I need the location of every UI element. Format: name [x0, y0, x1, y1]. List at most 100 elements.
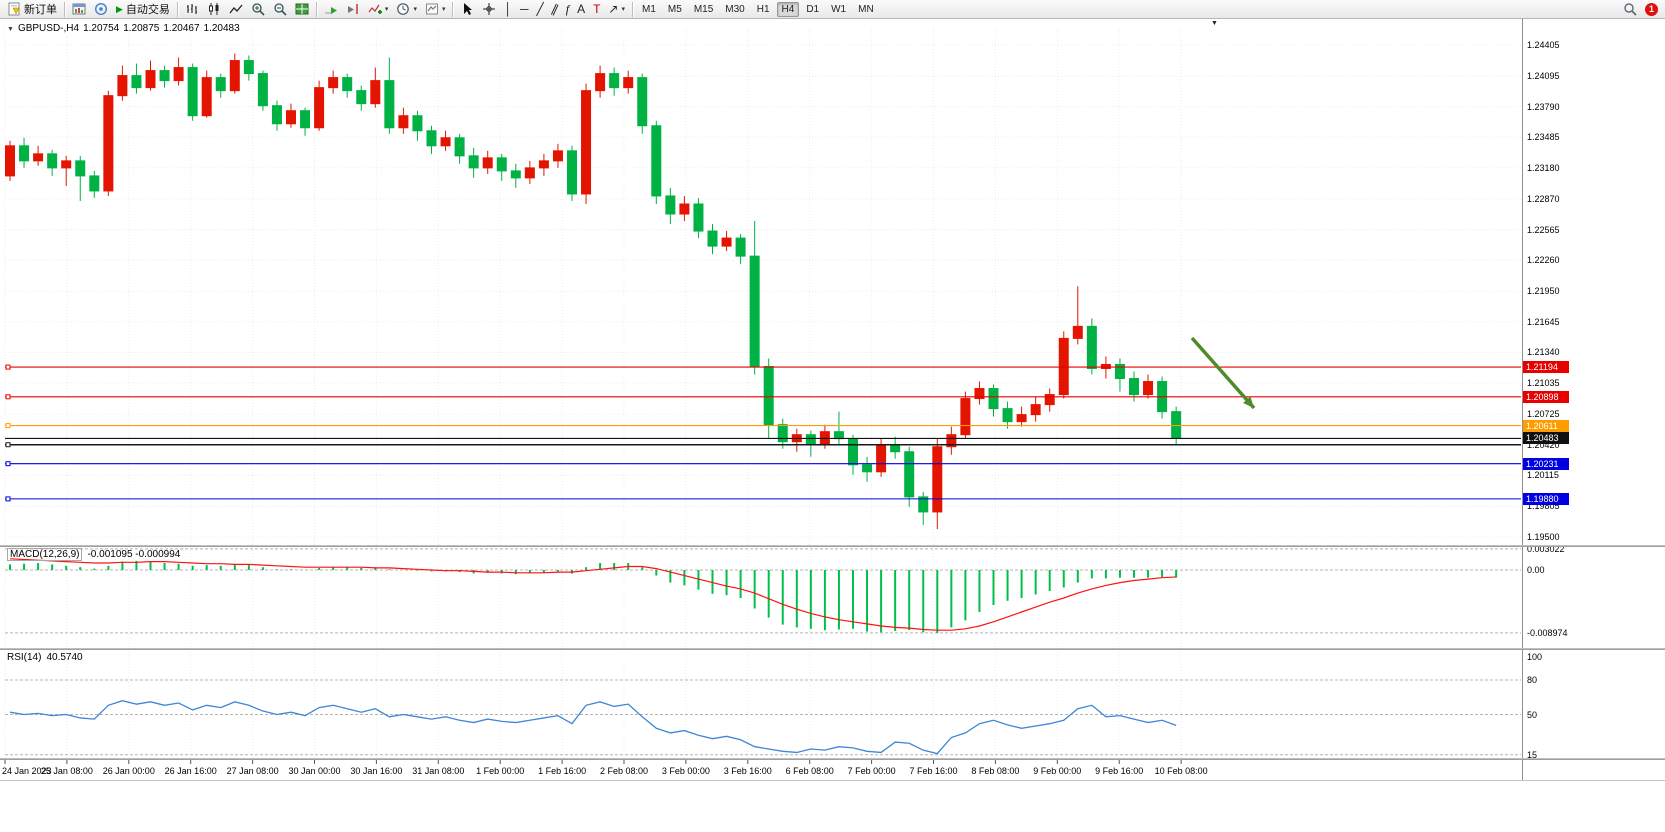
- fibonacci-button[interactable]: f: [562, 1, 573, 18]
- chevron-down-icon: ▾: [413, 6, 417, 13]
- time-tick-label: 8 Feb 08:00: [971, 766, 1020, 776]
- notification-badge[interactable]: 1: [1645, 2, 1658, 16]
- price-tick-label: 1.22870: [1527, 193, 1560, 204]
- chart-window-button[interactable]: [68, 1, 90, 18]
- channel-button[interactable]: ∥: [548, 1, 562, 18]
- time-tick-label: 26 Jan 00:00: [102, 766, 155, 776]
- timeframe-button-m30[interactable]: M30: [720, 2, 749, 17]
- macd-panel: [5, 548, 1521, 634]
- price-line-objects[interactable]: [5, 364, 1521, 502]
- collapse-chart-icon[interactable]: ▼: [7, 26, 14, 33]
- indicators-button[interactable]: ▾: [364, 1, 393, 18]
- timeframe-button-h4[interactable]: H4: [776, 1, 800, 17]
- toolbar-separator: [176, 1, 178, 17]
- trendline-icon: ╱: [536, 2, 544, 16]
- price-tick-label: 1.21035: [1527, 378, 1560, 389]
- text-label-button[interactable]: T: [589, 1, 604, 18]
- resistance-line-2-tag: 1.20898: [1523, 390, 1569, 403]
- autotrading-button[interactable]: ▶ 自动交易: [112, 1, 174, 18]
- community-button[interactable]: [90, 1, 112, 18]
- close-value: 1.20483: [203, 23, 240, 34]
- crosshair-icon: [483, 3, 496, 15]
- candlestick-chart-icon: [208, 3, 219, 15]
- zoom-out-button[interactable]: [269, 1, 291, 18]
- timeframe-button-m5[interactable]: M5: [663, 2, 687, 17]
- time-axis-splitter[interactable]: [0, 758, 1665, 760]
- toolbar-separator: [632, 1, 633, 17]
- chart-shift-marker[interactable]: ▼: [1211, 20, 1218, 27]
- periods-button[interactable]: ▾: [392, 1, 421, 18]
- chart-shift-button[interactable]: [342, 1, 364, 18]
- price-tick-label: 1.23180: [1527, 162, 1560, 173]
- macd-indicator-label: MACD(12,26,9) -0.001095 -0.000994: [7, 548, 185, 561]
- timeframe-button-h1[interactable]: H1: [752, 2, 775, 17]
- toolbar-separator: [64, 1, 65, 17]
- timeframe-button-m1[interactable]: M1: [637, 2, 661, 17]
- trend-arrow[interactable]: [1190, 336, 1256, 410]
- pivot-line-tag: 1.20611: [1523, 419, 1569, 432]
- trendline-button[interactable]: ╱: [532, 1, 547, 18]
- macd-axis-label: 0.003022: [1527, 543, 1565, 554]
- rsi-name: RSI(14): [7, 652, 42, 663]
- new-order-button[interactable]: 新订单: [3, 1, 61, 18]
- time-tick-label: 31 Jan 08:00: [412, 766, 465, 776]
- tile-windows-button[interactable]: [291, 1, 313, 18]
- rsi-panel: [5, 679, 1521, 756]
- time-tick-label: 30 Jan 00:00: [288, 766, 341, 776]
- horizontal-line-button[interactable]: ─: [516, 1, 533, 18]
- time-tick-label: 3 Feb 16:00: [723, 766, 772, 776]
- price-tick-label: 1.24095: [1527, 71, 1560, 82]
- price-tick-label: 1.20725: [1527, 409, 1560, 420]
- rsi-panel-splitter[interactable]: [0, 648, 1665, 650]
- time-tick-label: 1 Feb 00:00: [476, 766, 525, 776]
- new-order-label: 新订单: [24, 4, 57, 16]
- auto-scroll-button[interactable]: [320, 1, 342, 18]
- price-tick-label: 1.23485: [1527, 132, 1560, 143]
- time-tick-label: 25 Jan 08:00: [40, 766, 93, 776]
- zoom-in-icon: [252, 3, 265, 16]
- time-tick-label: 27 Jan 08:00: [226, 766, 279, 776]
- clock-icon: [397, 3, 410, 15]
- macd-axis-label: -0.008974: [1527, 627, 1568, 638]
- price-tick-label: 1.21645: [1527, 316, 1560, 327]
- arrows-button[interactable]: ↗ ▾: [604, 1, 629, 18]
- cursor-icon: [464, 3, 473, 15]
- macd-panel-splitter[interactable]: [0, 545, 1665, 547]
- timeframe-button-m15[interactable]: M15: [689, 2, 718, 17]
- zoom-in-button[interactable]: [247, 1, 269, 18]
- time-tick-label: 1 Feb 16:00: [538, 766, 587, 776]
- price-tick-label: 1.21340: [1527, 347, 1560, 358]
- toolbar-separator: [452, 1, 454, 17]
- high-value: 1.20875: [123, 23, 160, 34]
- chevron-down-icon: ▾: [441, 6, 446, 13]
- chevron-down-icon: ▾: [384, 6, 389, 13]
- bar-chart-icon: [186, 4, 197, 14]
- timeframe-button-w1[interactable]: W1: [826, 2, 851, 17]
- candlestick-chart-button[interactable]: [203, 1, 225, 18]
- symbol-period-label: GBPUSD-,H4: [17, 23, 80, 34]
- rsi-axis-label: 50: [1527, 709, 1538, 720]
- timeframe-button-d1[interactable]: D1: [801, 2, 824, 17]
- bar-chart-button[interactable]: [181, 1, 203, 18]
- vertical-line-icon: │: [504, 2, 512, 16]
- time-tick-label: 30 Jan 16:00: [350, 766, 403, 776]
- line-chart-button[interactable]: [225, 1, 247, 18]
- templates-button[interactable]: ▾: [421, 1, 450, 18]
- text-button[interactable]: A: [573, 1, 589, 18]
- tile-windows-icon: [295, 3, 309, 15]
- vertical-line-button[interactable]: │: [500, 1, 516, 18]
- toolbar-separator: [315, 1, 317, 17]
- rsi-axis-label: 15: [1527, 749, 1538, 760]
- crosshair-button[interactable]: [478, 1, 500, 18]
- search-button[interactable]: [1619, 1, 1641, 18]
- macd-name: MACD(12,26,9): [7, 548, 83, 561]
- time-tick-label: 24 Jan 2023: [2, 766, 52, 776]
- candlesticks: [5, 53, 1182, 529]
- zoom-out-icon: [274, 3, 287, 16]
- main-toolbar: 新订单 ▶ 自动交易: [0, 0, 1665, 19]
- community-icon: [94, 2, 108, 16]
- timeframe-button-mn[interactable]: MN: [853, 2, 879, 17]
- cursor-button[interactable]: [456, 1, 478, 18]
